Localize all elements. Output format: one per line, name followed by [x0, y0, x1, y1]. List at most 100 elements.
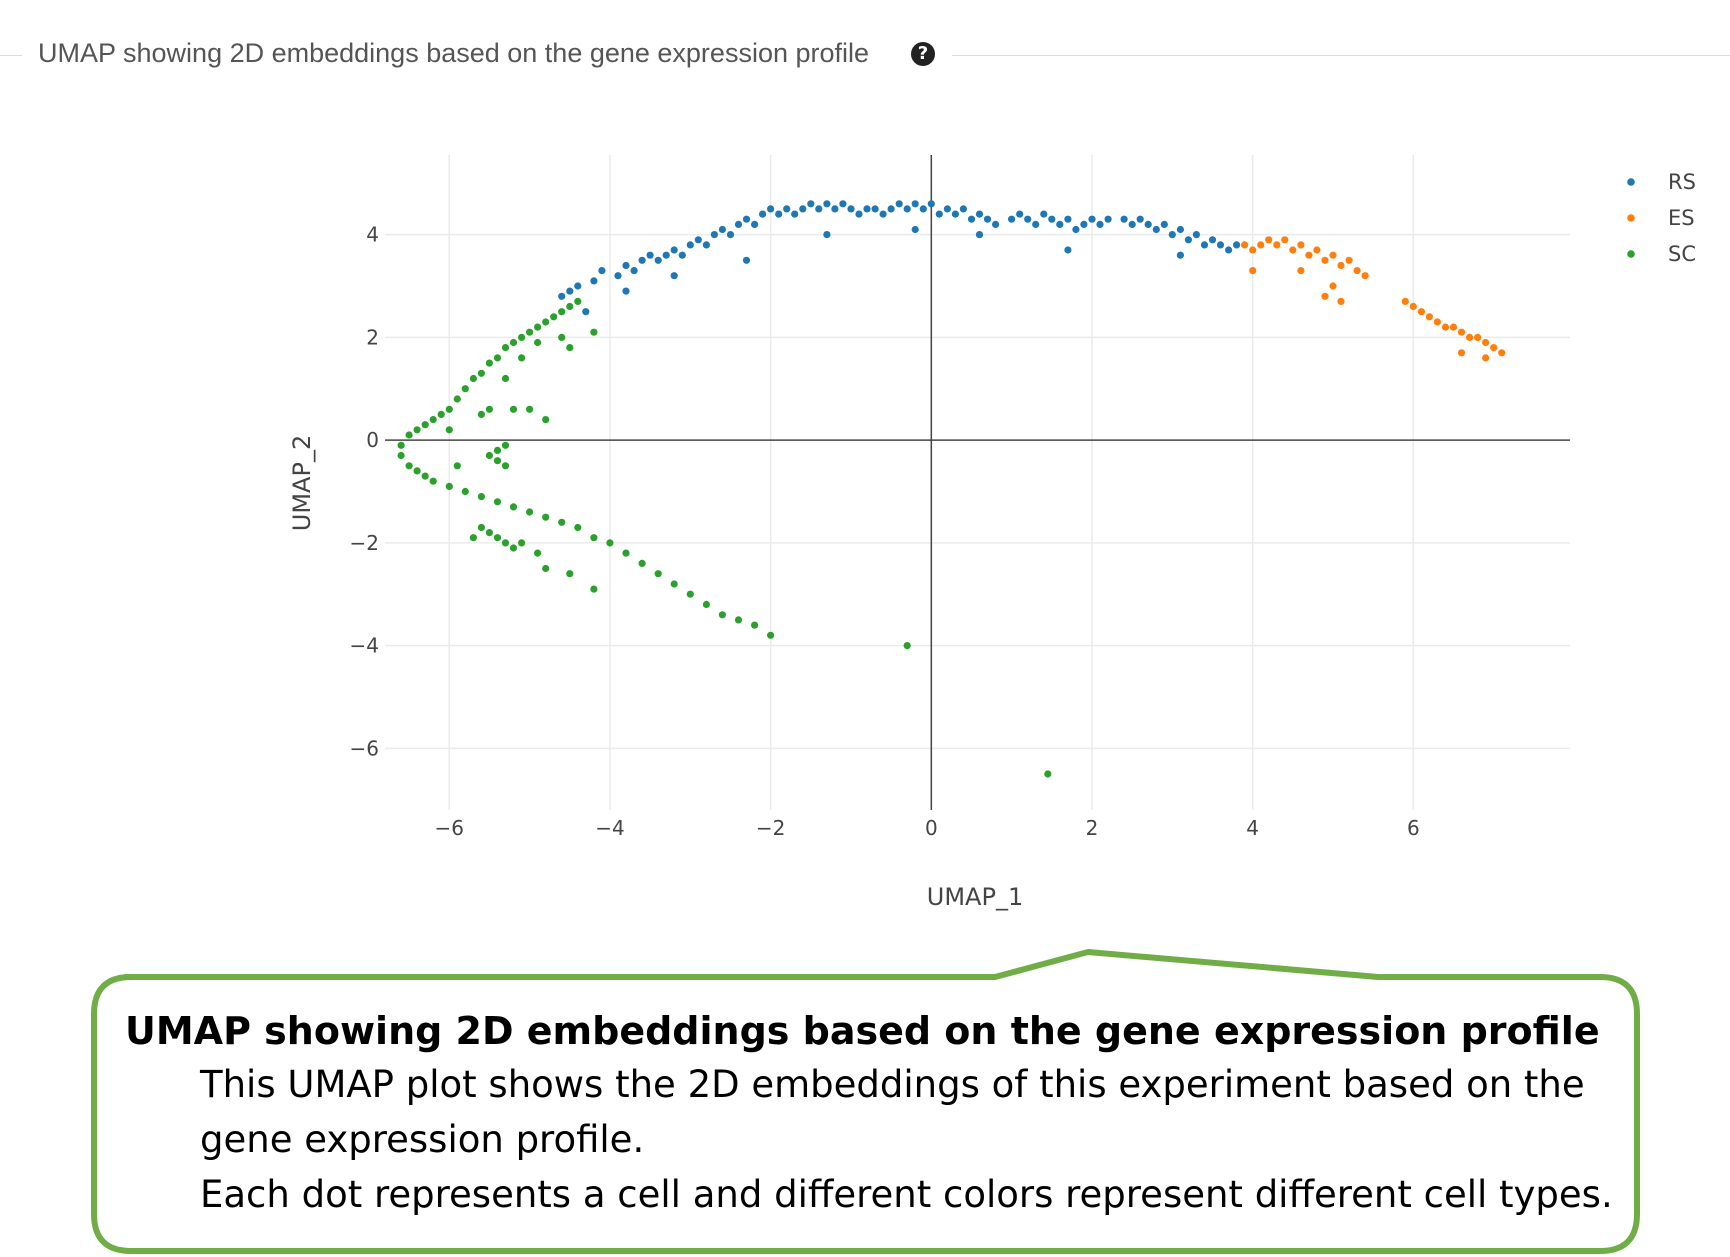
data-point-rs [726, 231, 735, 239]
x-tick-label: 2 [1086, 816, 1099, 840]
data-point-sc [485, 359, 493, 367]
data-point-rs [1120, 215, 1128, 223]
data-point-sc [445, 405, 453, 413]
series-es [1241, 236, 1506, 362]
data-point-sc [590, 585, 598, 593]
data-point-es [1409, 302, 1417, 311]
data-point-rs [582, 308, 590, 316]
data-point-es [1482, 354, 1490, 362]
data-point-sc [397, 441, 405, 449]
data-point-rs [791, 210, 799, 218]
data-point-rs [911, 200, 919, 208]
data-point-es [1297, 241, 1305, 249]
zero-lines [385, 155, 1570, 810]
data-point-es [1313, 246, 1321, 254]
data-point-es [1305, 251, 1313, 259]
data-point-rs [638, 256, 646, 264]
data-point-sc [702, 600, 711, 609]
y-tick-label: 2 [366, 325, 379, 349]
data-point-sc [542, 564, 550, 573]
data-point-rs [927, 200, 935, 208]
data-point-rs [718, 225, 727, 234]
data-point-rs [710, 231, 719, 239]
data-point-rs [1064, 246, 1072, 254]
data-point-rs [622, 261, 630, 270]
x-tick-label: 0 [925, 816, 938, 840]
data-point-es [1361, 272, 1369, 280]
data-point-sc [509, 405, 518, 413]
data-point-rs [943, 205, 952, 213]
data-point-es [1433, 318, 1441, 326]
data-point-es [1297, 267, 1305, 275]
data-point-es [1321, 256, 1329, 264]
header-divider-right [952, 55, 1730, 56]
data-point-sc [405, 431, 413, 439]
data-point-rs [879, 210, 887, 218]
data-point-rs [935, 210, 943, 218]
legend-marker-rs [1627, 178, 1635, 186]
data-point-sc [558, 333, 566, 341]
data-point-rs [1056, 220, 1064, 228]
data-point-es [1329, 251, 1337, 259]
data-point-sc [493, 498, 502, 506]
data-point-rs [799, 205, 807, 213]
data-point-sc [686, 590, 694, 598]
umap-scatter-plot[interactable]: −6 −4 −2 0 2 4 6 −6 −4 −2 0 2 4 UMAP_1 UMAP_2 RS ES S… [0, 0, 1730, 940]
data-point-sc [574, 523, 582, 532]
x-tick-label: −2 [756, 816, 785, 840]
series-sc [397, 297, 1052, 778]
data-point-rs [831, 205, 839, 213]
data-point-sc [477, 523, 485, 532]
callout-body: This UMAP plot shows the 2D embeddings o… [125, 1057, 1625, 1222]
data-point-sc [566, 344, 574, 352]
data-point-rs [855, 210, 863, 218]
data-point-es [1249, 267, 1257, 275]
data-point-rs [1096, 220, 1104, 228]
data-point-sc [518, 354, 526, 362]
data-point-rs [1064, 215, 1072, 223]
data-point-es [1241, 241, 1249, 249]
x-axis-title: UMAP_1 [927, 883, 1023, 911]
data-point-es [1425, 313, 1433, 321]
data-point-rs [951, 210, 960, 218]
y-tick-label: 0 [366, 428, 379, 452]
legend-label-es: ES [1668, 206, 1695, 230]
data-point-rs [1144, 220, 1152, 228]
question-circle-icon[interactable]: ? [911, 42, 935, 66]
legend-label-sc: SC [1668, 242, 1696, 266]
data-point-sc [501, 462, 510, 470]
data-point-sc [501, 441, 510, 449]
data-point-rs [742, 215, 751, 223]
data-point-es [1345, 256, 1353, 264]
data-point-sc [461, 385, 469, 393]
data-point-sc [566, 302, 574, 311]
data-point-sc [413, 467, 421, 475]
data-point-rs [1128, 220, 1136, 228]
data-point-rs [614, 272, 622, 280]
data-point-sc [405, 462, 413, 470]
data-point-sc [518, 539, 526, 547]
data-point-es [1281, 236, 1289, 244]
x-tick-label: 6 [1407, 816, 1420, 840]
x-tick-label: −6 [435, 816, 464, 840]
callout-text: UMAP showing 2D embeddings based on the … [125, 1005, 1625, 1222]
data-point-sc [477, 493, 485, 501]
data-point-rs [1104, 215, 1112, 223]
data-point-sc [670, 580, 678, 588]
data-point-sc [751, 621, 759, 629]
data-point-rs [783, 205, 791, 213]
data-point-rs [919, 205, 927, 213]
data-point-rs [686, 241, 694, 249]
data-point-sc [469, 374, 477, 383]
data-point-rs [630, 267, 638, 275]
data-point-sc [453, 462, 461, 470]
data-point-sc [550, 313, 558, 321]
data-point-rs [911, 225, 919, 234]
data-point-rs [1233, 241, 1241, 249]
data-point-rs [558, 292, 566, 300]
x-tick-label: −4 [595, 816, 624, 840]
data-point-rs [622, 287, 630, 295]
callout-title: UMAP showing 2D embeddings based on the … [125, 1009, 1600, 1053]
data-point-sc [501, 344, 510, 352]
data-point-es [1265, 236, 1273, 244]
